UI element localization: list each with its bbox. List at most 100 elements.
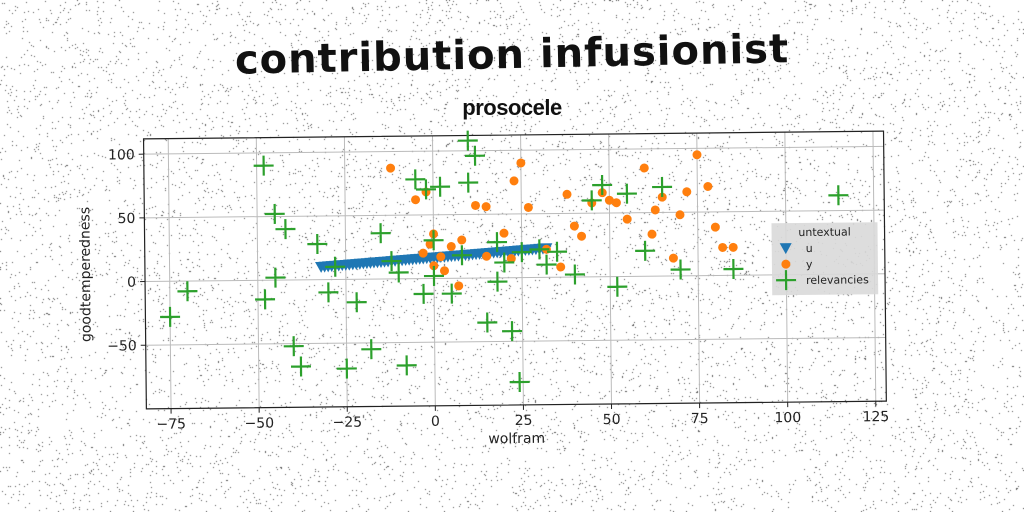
point-relevancies <box>275 219 296 240</box>
point-relevancies <box>423 265 444 286</box>
legend-label-u: u <box>806 242 813 255</box>
x-tick-label: 0 <box>431 414 440 430</box>
plot-frame <box>142 130 887 410</box>
point-y <box>386 163 396 173</box>
point-relevancies <box>828 185 849 206</box>
legend-marker-y <box>781 259 791 269</box>
legend-box <box>771 222 879 296</box>
point-relevancies <box>494 252 515 273</box>
point-y <box>622 214 632 224</box>
point-relevancies <box>723 258 744 279</box>
point-relevancies <box>381 251 402 272</box>
x-grid-line <box>255 137 260 408</box>
point-y <box>516 158 526 168</box>
point-y <box>471 200 481 210</box>
x-grid-line <box>696 133 701 404</box>
point-relevancies <box>502 321 523 342</box>
point-relevancies <box>290 356 312 377</box>
point-relevancies <box>592 175 613 196</box>
axis-ticks: −75 −50 −25 0 25 50 75 100 125 −50 0 50 100 <box>107 147 889 433</box>
legend: untextual uy relevancies <box>771 222 879 296</box>
point-y <box>682 187 692 197</box>
point-y <box>728 242 738 252</box>
point-relevancies <box>423 230 444 251</box>
point-relevancies <box>457 130 478 151</box>
point-relevancies <box>430 176 451 197</box>
point-y <box>506 254 516 264</box>
series-relevancies <box>160 130 849 393</box>
point-relevancies <box>652 176 673 197</box>
point-relevancies <box>253 155 274 176</box>
point-relevancies <box>307 234 328 255</box>
y-tick-label: 50 <box>117 211 135 227</box>
point-relevancies <box>396 355 417 376</box>
point-y <box>569 221 579 231</box>
point-relevancies <box>458 172 479 193</box>
point-y <box>556 262 566 272</box>
y-tick-label: 100 <box>108 147 135 163</box>
point-y <box>457 235 467 245</box>
x-axis-label: wolfram <box>488 431 545 448</box>
point-relevancies <box>509 372 530 393</box>
point-relevancies <box>464 145 485 166</box>
point-relevancies <box>283 336 304 357</box>
point-y <box>446 241 456 251</box>
point-relevancies <box>607 276 628 297</box>
point-y <box>650 205 660 215</box>
point-y <box>454 281 464 291</box>
point-relevancies <box>487 271 508 292</box>
point-relevancies <box>536 254 557 275</box>
point-y <box>439 266 449 276</box>
y-tick-label: −50 <box>107 338 137 354</box>
point-relevancies <box>529 239 550 260</box>
y-grid-line <box>143 145 884 155</box>
point-relevancies <box>177 281 198 302</box>
point-y <box>411 195 421 205</box>
point-relevancies <box>487 232 508 253</box>
point-y <box>429 261 439 271</box>
point-relevancies <box>511 242 532 263</box>
legend-label-relevancies: relevancies <box>806 273 869 287</box>
legend-label-y: y <box>806 258 813 271</box>
data-marks <box>160 130 849 393</box>
x-grid-line <box>167 138 172 409</box>
legend-marker-u <box>779 243 792 255</box>
point-relevancies <box>413 283 434 304</box>
x-tick-label: −25 <box>333 415 363 431</box>
point-y <box>562 189 572 199</box>
point-relevancies <box>318 282 339 303</box>
point-relevancies <box>477 312 498 333</box>
point-relevancies <box>670 259 691 280</box>
x-tick-label: 75 <box>691 411 709 427</box>
point-relevancies <box>160 306 181 327</box>
x-tick-label: 100 <box>774 410 801 426</box>
legend-marker-relevancies <box>776 270 797 291</box>
point-y <box>425 239 435 249</box>
point-relevancies <box>361 339 382 360</box>
point-relevancies <box>265 267 286 288</box>
point-y <box>657 192 667 202</box>
chart-title: prosocele <box>462 95 562 120</box>
y-tick-label: 0 <box>127 275 136 291</box>
point-y <box>604 195 614 205</box>
point-relevancies <box>441 283 462 304</box>
point-relevancies <box>346 292 367 313</box>
point-relevancies <box>325 256 346 277</box>
legend-title: untextual <box>798 225 851 239</box>
point-relevancies <box>388 262 409 283</box>
x-tick-label: −50 <box>244 416 274 432</box>
series-y <box>386 150 738 291</box>
point-y <box>647 229 657 239</box>
point-y <box>692 150 702 160</box>
x-grid-line <box>520 134 524 405</box>
point-y <box>482 251 492 261</box>
point-relevancies <box>405 169 426 190</box>
point-y <box>418 248 428 258</box>
x-tick-label: −75 <box>156 416 186 432</box>
point-y <box>675 210 685 220</box>
point-y <box>668 253 678 263</box>
point-relevancies <box>451 245 472 266</box>
point-relevancies <box>581 190 602 211</box>
y-grid-line <box>145 273 886 283</box>
